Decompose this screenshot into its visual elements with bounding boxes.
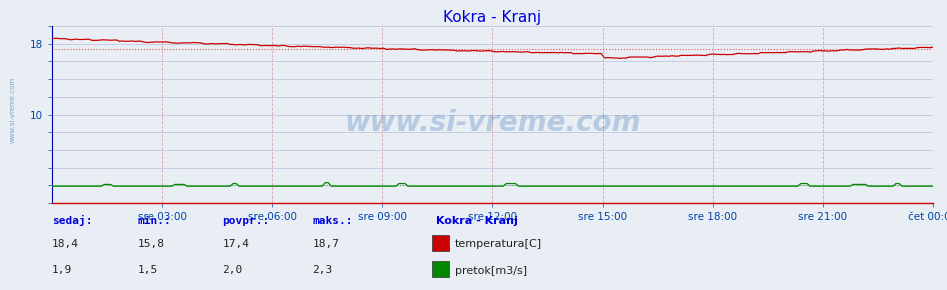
Title: Kokra - Kranj: Kokra - Kranj (443, 10, 542, 25)
Text: 18,4: 18,4 (52, 240, 80, 249)
Text: pretok[m3/s]: pretok[m3/s] (455, 266, 527, 275)
Text: 2,0: 2,0 (223, 266, 242, 275)
Text: sedaj:: sedaj: (52, 215, 93, 226)
Text: min.:: min.: (137, 216, 171, 226)
Text: 1,5: 1,5 (137, 266, 157, 275)
Text: 15,8: 15,8 (137, 240, 165, 249)
Text: www.si-vreme.com: www.si-vreme.com (9, 77, 15, 143)
Text: 17,4: 17,4 (223, 240, 250, 249)
Text: www.si-vreme.com: www.si-vreme.com (344, 109, 641, 137)
Text: 18,7: 18,7 (313, 240, 340, 249)
Text: temperatura[C]: temperatura[C] (455, 240, 542, 249)
Text: maks.:: maks.: (313, 216, 353, 226)
Text: povpr.:: povpr.: (223, 216, 270, 226)
Text: 2,3: 2,3 (313, 266, 332, 275)
Text: 1,9: 1,9 (52, 266, 72, 275)
Text: Kokra - Kranj: Kokra - Kranj (436, 216, 517, 226)
